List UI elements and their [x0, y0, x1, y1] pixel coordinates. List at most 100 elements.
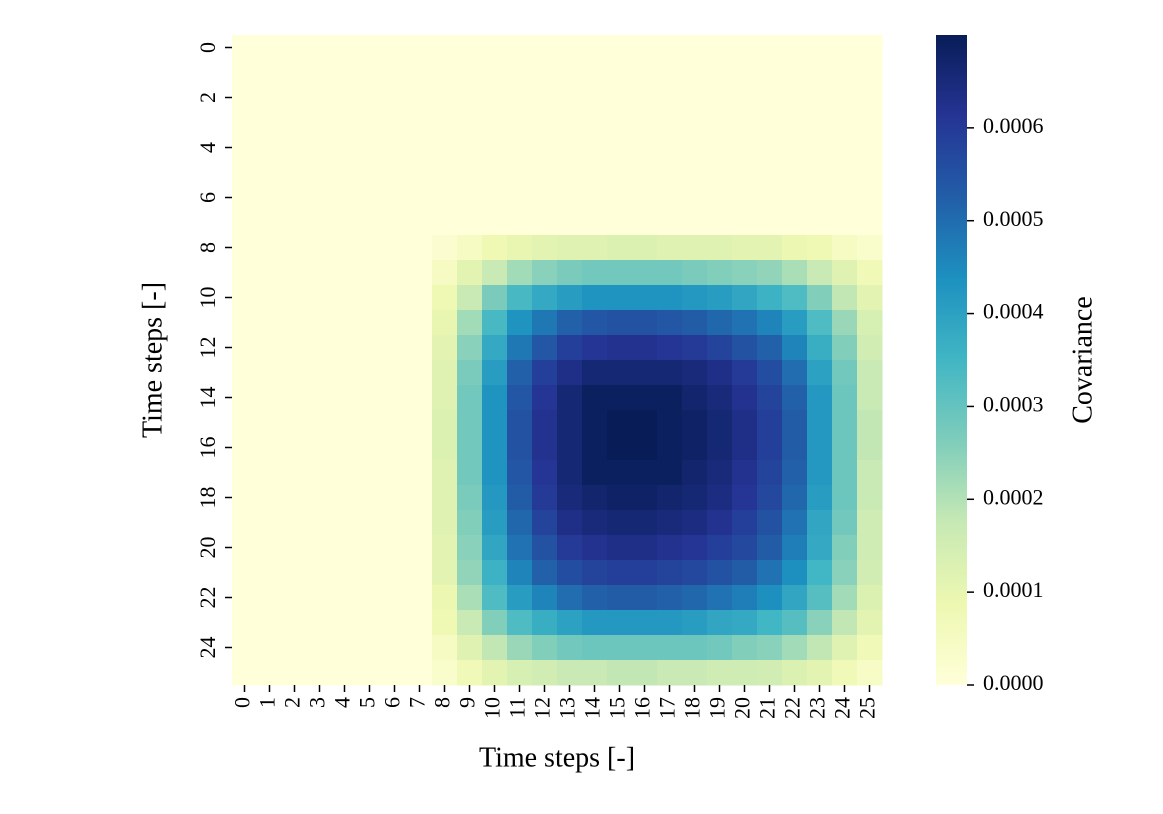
heatmap-cell — [457, 160, 483, 186]
x-tick-label: 13 — [555, 697, 580, 719]
heatmap-cell — [607, 635, 633, 661]
heatmap-cell — [307, 535, 333, 561]
heatmap-cell — [557, 285, 583, 311]
heatmap-cell — [357, 185, 383, 211]
heatmap-cell — [532, 85, 558, 111]
heatmap-cell — [682, 385, 708, 411]
heatmap-cell — [557, 35, 583, 61]
heatmap-cell — [682, 235, 708, 261]
heatmap-cell — [857, 610, 883, 636]
heatmap-cell — [832, 410, 858, 436]
heatmap-cell — [382, 410, 408, 436]
heatmap-cell — [757, 85, 783, 111]
heatmap-cell — [632, 35, 658, 61]
heatmap-cell — [357, 610, 383, 636]
heatmap-cell — [707, 610, 733, 636]
heatmap-cell — [307, 110, 333, 136]
heatmap-cell — [232, 660, 258, 686]
heatmap-cell — [582, 585, 608, 611]
heatmap-cell — [807, 435, 833, 461]
heatmap-cell — [607, 460, 633, 486]
heatmap-cell — [357, 510, 383, 536]
heatmap-cell — [457, 310, 483, 336]
heatmap-cell — [382, 260, 408, 286]
heatmap-cell — [332, 160, 358, 186]
heatmap-cell — [532, 235, 558, 261]
heatmap-cell — [707, 585, 733, 611]
heatmap-cell — [457, 660, 483, 686]
heatmap-cell — [432, 535, 458, 561]
x-tick-label: 0 — [230, 697, 255, 708]
heatmap-cell — [257, 85, 283, 111]
heatmap-cell — [307, 360, 333, 386]
heatmap-cell — [707, 35, 733, 61]
heatmap-cell — [707, 460, 733, 486]
heatmap-cell — [432, 135, 458, 161]
colorbar-tick-label: 0.0006 — [983, 113, 1044, 138]
heatmap-cell — [657, 85, 683, 111]
heatmap-cell — [407, 135, 433, 161]
heatmap-cell — [482, 310, 508, 336]
heatmap-cell — [657, 110, 683, 136]
heatmap-cell — [832, 510, 858, 536]
heatmap-cell — [507, 560, 533, 586]
heatmap-cell — [757, 560, 783, 586]
heatmap-cell — [782, 435, 808, 461]
heatmap-cell — [857, 260, 883, 286]
heatmap-cell — [807, 110, 833, 136]
heatmap-cell — [557, 260, 583, 286]
heatmap-cell — [607, 235, 633, 261]
heatmap-cell — [732, 210, 758, 236]
heatmap-cell — [857, 585, 883, 611]
heatmap-cell — [407, 585, 433, 611]
x-tick-label: 18 — [680, 697, 705, 719]
heatmap-cell — [282, 510, 308, 536]
heatmap-cell — [707, 210, 733, 236]
heatmap-cell — [582, 135, 608, 161]
heatmap-cell — [857, 310, 883, 336]
heatmap-cell — [607, 85, 633, 111]
heatmap-cell — [257, 535, 283, 561]
heatmap-cell — [482, 335, 508, 361]
heatmap-cell — [332, 60, 358, 86]
heatmap-cell — [532, 435, 558, 461]
heatmap-cell — [332, 560, 358, 586]
heatmap-cell — [657, 410, 683, 436]
heatmap-cell — [507, 35, 533, 61]
heatmap-cell — [382, 35, 408, 61]
heatmap-cell — [457, 235, 483, 261]
heatmap-cell — [782, 335, 808, 361]
heatmap-cell — [257, 260, 283, 286]
heatmap-cell — [457, 460, 483, 486]
y-tick-label: 20 — [195, 537, 220, 559]
heatmap-cell — [557, 60, 583, 86]
heatmap-cell — [782, 360, 808, 386]
heatmap-cell — [407, 485, 433, 511]
heatmap-cell — [632, 285, 658, 311]
heatmap-cell — [707, 310, 733, 336]
heatmap-cell — [257, 160, 283, 186]
heatmap-cell — [707, 410, 733, 436]
heatmap-cell — [832, 110, 858, 136]
heatmap-cell — [657, 485, 683, 511]
heatmap-cell — [807, 410, 833, 436]
heatmap-cell — [657, 360, 683, 386]
heatmap-cell — [282, 610, 308, 636]
heatmap-cell — [457, 410, 483, 436]
heatmap-cell — [807, 585, 833, 611]
heatmap-cell — [432, 35, 458, 61]
heatmap-cell — [582, 460, 608, 486]
heatmap-cell — [432, 85, 458, 111]
heatmap-cell — [632, 160, 658, 186]
heatmap-cell — [782, 510, 808, 536]
heatmap-cell — [657, 310, 683, 336]
heatmap-cell — [357, 60, 383, 86]
heatmap-cell — [757, 235, 783, 261]
heatmap-cell — [307, 460, 333, 486]
heatmap-cell — [857, 485, 883, 511]
heatmap-cell — [607, 110, 633, 136]
heatmap-cell — [382, 285, 408, 311]
heatmap-cell — [282, 360, 308, 386]
heatmap-cell — [732, 560, 758, 586]
